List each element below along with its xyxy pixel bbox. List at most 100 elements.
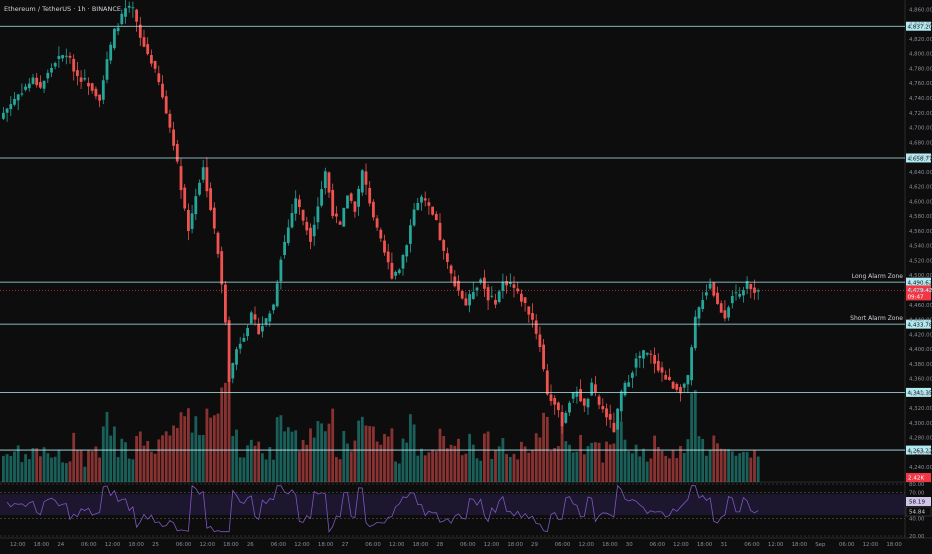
candle-body (661, 367, 664, 372)
time-tick: 29 (531, 542, 538, 548)
volume-bar (50, 458, 53, 482)
volume-bar (376, 441, 379, 482)
volume-bar (335, 457, 338, 482)
time-tick: 12:00 (199, 542, 215, 548)
candle-body (298, 199, 301, 207)
candle-body (428, 202, 431, 206)
candle-body (431, 207, 434, 215)
volume-bar (542, 413, 545, 482)
volume-bar (483, 434, 486, 482)
volume-bar (276, 417, 279, 482)
volume-bar (657, 447, 660, 482)
volume-bar (39, 456, 42, 482)
time-tick: 12:00 (484, 542, 500, 548)
volume-bar (601, 463, 604, 482)
volume-bar (413, 424, 416, 482)
time-tick: 25 (152, 542, 159, 548)
volume-bar (9, 456, 12, 482)
candle-body (76, 70, 79, 76)
volume-bar (357, 421, 360, 482)
time-tick: 18:00 (128, 542, 144, 548)
candle-body (6, 109, 9, 113)
candle-body (120, 14, 123, 24)
candle-body (465, 298, 468, 305)
candle-body (54, 63, 57, 66)
candle-body (209, 188, 212, 210)
candle-body (202, 167, 205, 180)
volume-bar (80, 450, 83, 482)
candle-body (350, 194, 353, 201)
candle-body (487, 287, 490, 300)
candle-body (564, 413, 567, 423)
price-tick: 4,840.00 (909, 22, 932, 28)
volume-bar (339, 459, 342, 482)
candle-body (631, 373, 634, 378)
candle-body (376, 218, 379, 227)
volume-bar (280, 415, 283, 482)
candle-body (169, 114, 172, 128)
candle-body (2, 113, 5, 119)
volume-bar (243, 457, 246, 482)
volume-bar (716, 443, 719, 482)
volume-bar (313, 438, 316, 482)
candle-body (498, 291, 501, 302)
candle-body (442, 240, 445, 251)
candle-body (132, 7, 135, 8)
volume-bar (365, 426, 368, 482)
candle-body (24, 87, 27, 90)
candle-body (143, 37, 146, 46)
candle-body (424, 198, 427, 200)
volume-bar (453, 446, 456, 482)
volume-bar (446, 448, 449, 482)
price-tick: 4,580.00 (909, 214, 932, 220)
price-tick: 4,700.00 (909, 126, 932, 132)
volume-bar (106, 412, 109, 482)
symbol-title: Ethereum / TetherUS · 1h · BINANCE (4, 5, 121, 13)
candle-body (657, 361, 660, 371)
candle-body (72, 59, 75, 72)
price-tick: 4,600.00 (909, 199, 932, 205)
candle-body (524, 297, 527, 303)
candle-body (135, 10, 138, 22)
volume-bar (735, 456, 738, 482)
rsi-value-a: 58.19 (909, 500, 925, 506)
rsi-level-label: 70.00 (909, 491, 925, 497)
volume-bar (520, 442, 523, 482)
candle-body (513, 284, 516, 287)
volume-bar (32, 448, 35, 482)
volume-bar (505, 454, 508, 482)
volume-bar (246, 445, 249, 482)
volume-bar (91, 451, 94, 482)
volume-bar (346, 444, 349, 482)
volume-bar (157, 439, 160, 482)
volume-bar (698, 436, 701, 482)
time-tick: 12:00 (389, 542, 405, 548)
candle-body (561, 412, 564, 426)
candle-body (749, 284, 752, 289)
volume-bar (531, 450, 534, 482)
volume-bar (539, 438, 542, 482)
volume-bar (439, 429, 442, 482)
time-tick: 06:00 (365, 542, 381, 548)
candle-body (305, 222, 308, 230)
volume-bar (509, 457, 512, 482)
volume-bar (342, 431, 345, 482)
volume-bar (183, 416, 186, 482)
candle-body (405, 245, 408, 256)
candle-body (183, 188, 186, 209)
candle-body (394, 272, 397, 276)
volume-bar (191, 433, 194, 482)
volume-bar (17, 445, 20, 482)
candle-body (354, 201, 357, 211)
candle-body (638, 356, 641, 358)
candle-body (724, 310, 727, 318)
candle-body (601, 406, 604, 409)
time-tick: 12:00 (578, 542, 594, 548)
candle-body (342, 208, 345, 227)
volume-bar (172, 425, 175, 482)
candle-body (46, 73, 49, 79)
candle-body (317, 207, 320, 223)
time-tick: 12:00 (105, 542, 121, 548)
